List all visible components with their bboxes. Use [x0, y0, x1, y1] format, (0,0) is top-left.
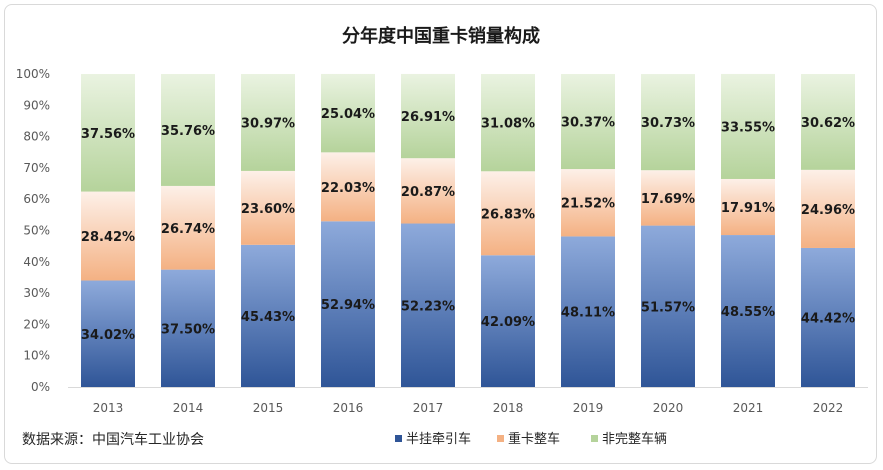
- bar-segment: [241, 74, 295, 171]
- y-tick-label: 90%: [23, 98, 50, 112]
- x-tick-label: 2015: [253, 401, 284, 415]
- x-tick-label: 2019: [573, 401, 604, 415]
- x-tick-label: 2018: [493, 401, 524, 415]
- data-label: 31.08%: [481, 117, 535, 132]
- bar-segment: [81, 74, 135, 192]
- bar-segment: [561, 74, 615, 170]
- x-axis: 2013 2014 2015 2016 2017 2018 2019 2020 2021 2022: [68, 387, 868, 415]
- data-label: 17.69%: [641, 192, 695, 207]
- bars: 34.02% 28.42% 37.56% 37.50% 26.74% 35.76% 45.4…: [81, 73, 855, 387]
- bar-segment: [241, 170, 295, 245]
- chart-title: 分年度中国重卡销量构成: [342, 25, 540, 47]
- data-label: 30.62%: [801, 116, 855, 131]
- legend-swatch: [395, 435, 402, 442]
- legend-swatch: [497, 435, 504, 442]
- bar-segment: [801, 169, 855, 248]
- y-tick-label: 10%: [23, 349, 50, 363]
- bar-segment: [481, 74, 535, 172]
- legend-label: 非完整车辆: [602, 431, 667, 447]
- bar-segment: [321, 152, 375, 222]
- bar-segment: [801, 74, 855, 170]
- source-note: 数据来源：中国汽车工业协会: [22, 431, 204, 448]
- y-tick-label: 70%: [23, 161, 50, 175]
- legend-label: 半挂牵引车: [406, 431, 471, 447]
- data-label: 26.91%: [401, 110, 455, 125]
- bar-segment: [481, 255, 535, 387]
- bar-segment: [801, 247, 855, 387]
- y-tick-label: 80%: [23, 130, 50, 144]
- data-label: 33.55%: [721, 120, 775, 135]
- bar-segment: [721, 235, 775, 387]
- data-label: 37.50%: [161, 322, 215, 337]
- data-label: 20.87%: [401, 185, 455, 200]
- bar-segment: [721, 178, 775, 236]
- data-label: 30.73%: [641, 116, 695, 131]
- x-tick-label: 2020: [653, 401, 684, 415]
- y-tick-label: 50%: [23, 224, 50, 238]
- data-label: 37.56%: [81, 127, 135, 142]
- data-label: 21.52%: [561, 197, 615, 212]
- y-tick-label: 30%: [23, 286, 50, 300]
- data-label: 42.09%: [481, 315, 535, 330]
- data-label: 52.94%: [321, 298, 375, 313]
- bar-segment: [81, 280, 135, 387]
- data-label: 44.42%: [801, 311, 855, 326]
- bar-segment: [161, 269, 215, 387]
- data-label: 34.02%: [81, 328, 135, 343]
- bar-segment: [81, 191, 135, 281]
- bar-segment: [161, 74, 215, 186]
- bar-segment: [401, 158, 455, 224]
- legend-swatch: [591, 435, 598, 442]
- data-label: 26.74%: [161, 222, 215, 237]
- bar-segment: [561, 236, 615, 387]
- data-label: 23.60%: [241, 202, 295, 217]
- bar-segment: [641, 74, 695, 171]
- x-tick-label: 2013: [93, 401, 124, 415]
- data-label: 17.91%: [721, 201, 775, 216]
- data-label: 52.23%: [401, 299, 455, 314]
- data-label: 30.97%: [241, 116, 295, 131]
- x-tick-label: 2021: [733, 401, 764, 415]
- bar-segment: [321, 221, 375, 387]
- x-tick-label: 2014: [173, 401, 204, 415]
- bar-segment: [401, 73, 455, 159]
- data-label: 45.43%: [241, 310, 295, 325]
- data-label: 48.55%: [721, 305, 775, 320]
- bar-segment: [321, 73, 375, 153]
- y-tick-label: 0%: [31, 380, 50, 394]
- y-tick-label: 100%: [16, 67, 50, 81]
- y-axis: 0% 10% 20% 30% 40% 50% 60% 70% 80% 90% 100%: [16, 67, 50, 394]
- data-label: 51.57%: [641, 300, 695, 315]
- bar-segment: [401, 223, 455, 387]
- y-tick-label: 40%: [23, 255, 50, 269]
- data-label: 35.76%: [161, 124, 215, 139]
- x-tick-label: 2016: [333, 401, 364, 415]
- data-label: 30.37%: [561, 116, 615, 131]
- bar-segment: [721, 73, 775, 179]
- bar-segment: [481, 171, 535, 256]
- bar-segment: [641, 170, 695, 226]
- x-tick-label: 2022: [813, 401, 844, 415]
- data-label: 22.03%: [321, 181, 375, 196]
- legend-label: 重卡整车: [508, 431, 560, 447]
- data-label: 24.96%: [801, 203, 855, 218]
- bar-segment: [641, 225, 695, 387]
- data-label: 28.42%: [81, 230, 135, 245]
- y-tick-label: 20%: [23, 317, 50, 331]
- x-tick-label: 2017: [413, 401, 444, 415]
- y-tick-label: 60%: [23, 192, 50, 206]
- data-label: 48.11%: [561, 306, 615, 321]
- bar-segment: [561, 169, 615, 237]
- data-label: 25.04%: [321, 107, 375, 122]
- bar-segment: [241, 244, 295, 387]
- bar-segment: [161, 185, 215, 270]
- legend: 半挂牵引车 重卡整车 非完整车辆: [395, 431, 667, 447]
- data-label: 26.83%: [481, 207, 535, 222]
